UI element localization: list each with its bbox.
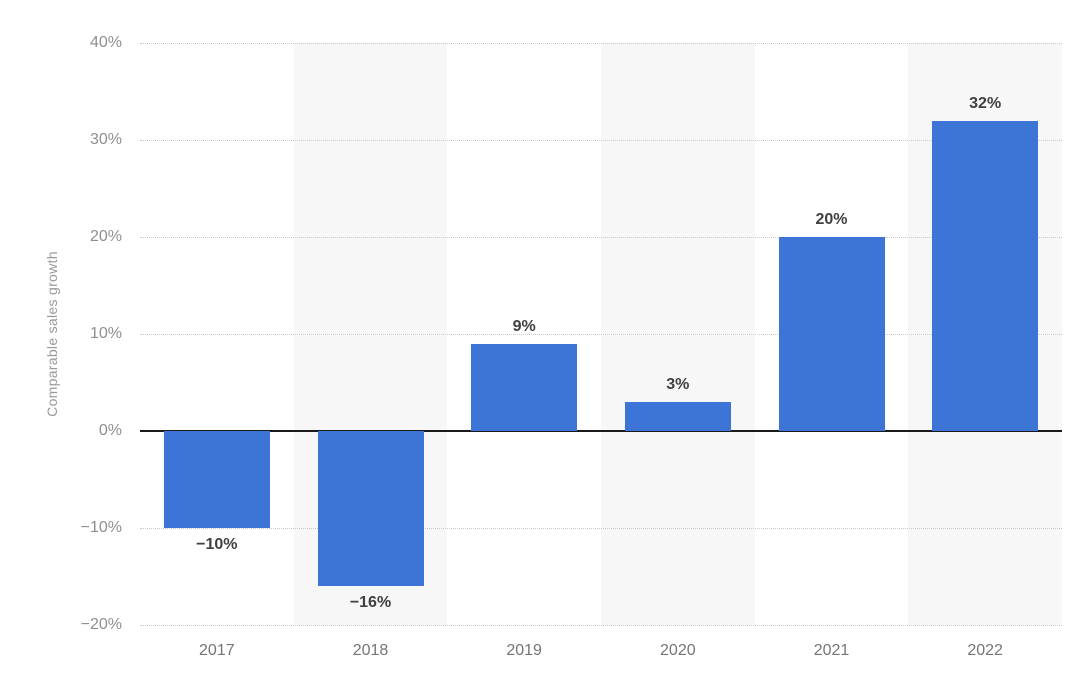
- gridline--20: [140, 625, 1062, 626]
- y-tick-label-0: 0%: [98, 422, 122, 439]
- bar-2021[interactable]: [778, 237, 885, 431]
- x-tick-label-2019: 2019: [506, 642, 542, 659]
- y-tick-label-10: 10%: [89, 325, 122, 342]
- bar-2020[interactable]: [624, 401, 731, 431]
- bar-2022[interactable]: [932, 120, 1039, 431]
- bar-2019[interactable]: [471, 343, 578, 431]
- bar-2017[interactable]: [163, 431, 270, 528]
- gridline-20: [140, 237, 1062, 238]
- zero-axis-line: [140, 430, 1062, 432]
- bar-value-label-2020: 3%: [666, 375, 690, 393]
- x-tick-label-2017: 2017: [199, 642, 235, 659]
- bar-value-label-2017: −10%: [196, 536, 238, 553]
- bar-value-label-2018: −16%: [349, 594, 392, 612]
- y-tick-label-30: 30%: [89, 131, 122, 148]
- bar-value-label-2021: 20%: [815, 211, 848, 228]
- x-tick-label-2018: 2018: [352, 642, 389, 659]
- gridline-30: [140, 140, 1062, 141]
- gridline--10: [140, 528, 1062, 529]
- y-tick-label--10: −10%: [80, 519, 122, 536]
- y-tick-label--20: −20%: [80, 616, 122, 633]
- bar-value-label-2022: 32%: [969, 94, 1002, 112]
- x-tick-label-2020: 2020: [660, 642, 696, 659]
- gridline-40: [140, 43, 1062, 44]
- bar-2018[interactable]: [317, 431, 424, 587]
- x-tick-label-2022: 2022: [967, 642, 1003, 659]
- x-tick-label-2021: 2021: [813, 642, 850, 659]
- gridline-10: [140, 334, 1062, 335]
- plot-area: −10% −16% 9% 3% 20% 32%: [140, 43, 1062, 626]
- y-tick-label-40: 40%: [89, 34, 122, 51]
- y-tick-label-20: 20%: [89, 228, 122, 245]
- bar-value-label-2019: 9%: [512, 317, 536, 335]
